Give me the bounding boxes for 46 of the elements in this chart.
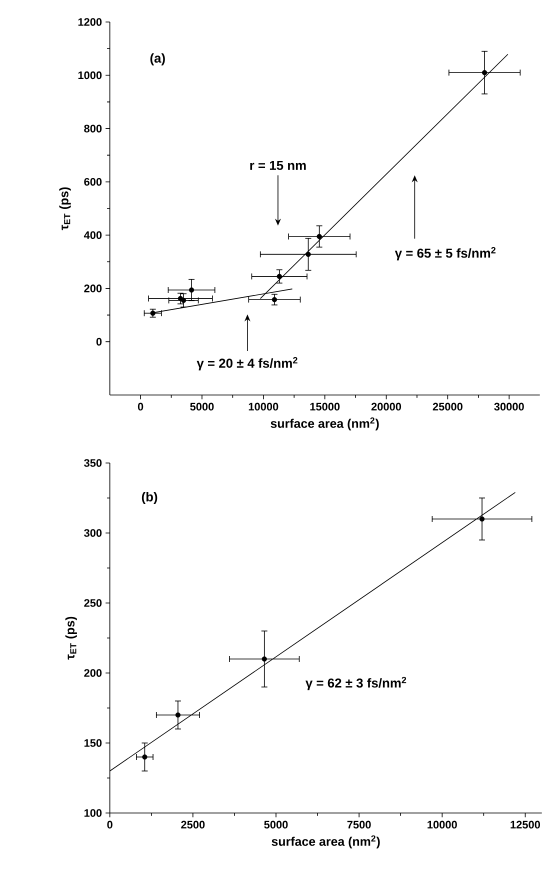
y-axis-title: τ$_{ET}$ (ps) <box>59 187 71 230</box>
x-tick-label: 0 <box>107 820 113 829</box>
y-tick-label: 300 <box>84 529 102 537</box>
point <box>142 754 148 760</box>
y-tick-label: 250 <box>84 599 102 607</box>
y-tick-label: 100 <box>84 809 102 817</box>
x-tick-label: 10000 <box>428 820 458 829</box>
y-axis-title: τ$_{ET}$ (ps) <box>65 616 78 660</box>
annotation: r = 15 nm <box>250 160 306 170</box>
annotation: (a) <box>150 53 165 66</box>
point <box>189 287 194 293</box>
y-tick-label: 1200 <box>78 18 102 26</box>
y-tick-label: 800 <box>84 124 102 132</box>
x-tick-label: 25000 <box>432 402 463 411</box>
y-tick-label: 150 <box>84 739 102 747</box>
x-tick-label: 2500 <box>181 820 205 829</box>
point <box>306 252 311 257</box>
x-tick-label: 20000 <box>371 402 402 411</box>
x-axis-title: surface area (nm$^{2}$) <box>272 835 380 848</box>
point <box>316 234 322 240</box>
x-tick-label: 5000 <box>264 820 288 829</box>
point <box>272 297 278 302</box>
x-tick-label: 15000 <box>310 402 340 411</box>
y-tick-label: 350 <box>84 459 102 467</box>
y-tick-label: 0 <box>96 338 102 346</box>
y-tick-label: 1000 <box>78 71 102 80</box>
point <box>480 516 485 522</box>
annotation: γ = 65 ± 5 fs/nm$^{2}$ <box>394 246 496 260</box>
y-tick-label: 200 <box>84 669 102 677</box>
y-tick-label: 600 <box>84 178 102 186</box>
x-tick-label: 30000 <box>494 402 524 411</box>
y-tick-label: 400 <box>84 231 102 240</box>
annotation: γ = 20 ± 4 fs/nm$^{2}$ <box>196 357 298 370</box>
point <box>175 712 181 718</box>
x-tick-label: 0 <box>138 402 144 411</box>
y-tick-label: 200 <box>84 284 102 292</box>
annotation: γ = 62 ± 3 fs/nm$^{2}$ <box>306 676 406 690</box>
point <box>276 274 282 280</box>
x-tick-label: 7500 <box>347 820 371 829</box>
point <box>482 70 488 76</box>
x-tick-label: 10000 <box>248 402 278 411</box>
x-tick-label: 5000 <box>190 402 214 411</box>
annotation: (b) <box>142 492 158 504</box>
x-tick-label: 12500 <box>510 820 540 829</box>
x-axis-title: surface area (nm$^{2}$) <box>270 417 379 430</box>
point <box>262 656 268 662</box>
